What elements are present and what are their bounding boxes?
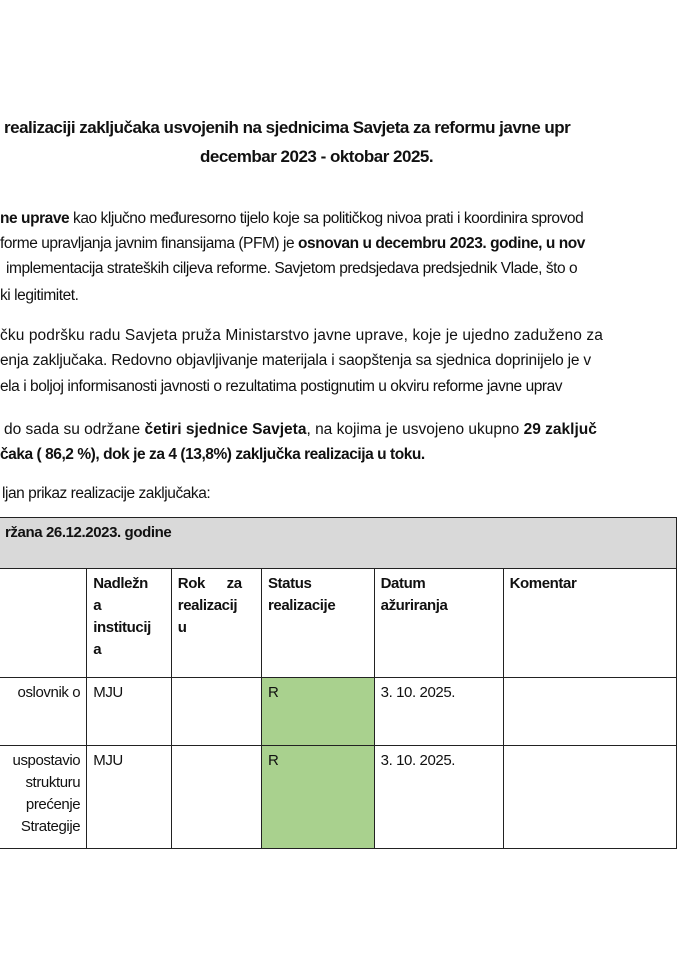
col-header-deadline: Rok za realizacij u xyxy=(170,568,262,678)
text: Status xyxy=(267,575,312,592)
bold-text: ne uprave xyxy=(0,210,70,227)
text: ažuriranja xyxy=(380,597,448,614)
col-header-institution: Nadležn a institucij a xyxy=(86,568,172,678)
bold-text: osnovan u decembru 2023. godine, u nov xyxy=(298,235,585,252)
text: institucij xyxy=(93,619,151,636)
date-cell: 3. 10. 2025. xyxy=(373,745,504,849)
conclusion-cell: oslovnik o xyxy=(0,677,88,746)
text: Rok za xyxy=(177,575,242,592)
text: a xyxy=(93,641,102,658)
text: Nadležn xyxy=(93,575,148,592)
table-row: uspostavio strukturu prećenje Strategije… xyxy=(0,745,678,849)
bold-text: čaka ( 86,2 %), dok je za 4 (13,8%) zakl… xyxy=(0,446,425,463)
paragraph4: ljan prikaz realizacije zaključaka: xyxy=(2,485,211,502)
text: Strategije xyxy=(20,818,81,835)
paragraph2-line3: ela i boljoj informisanosti javnosti o r… xyxy=(0,378,563,395)
col-header-comment: Komentar xyxy=(502,568,678,678)
document-title-line1: realizaciji zaključaka usvojenih na sjed… xyxy=(4,118,571,137)
text: a xyxy=(93,597,102,614)
paragraph1-line1: ne uprave kao ključno međuresorno tijelo… xyxy=(0,210,584,228)
table-row: oslovnik o MJU R 3. 10. 2025. xyxy=(0,677,678,746)
col-header-conclusion xyxy=(0,568,88,678)
comment-cell xyxy=(502,677,678,746)
institution-cell: MJU xyxy=(86,677,172,746)
text: forme upravljanja javnim finansijama (PF… xyxy=(0,235,299,252)
deadline-cell xyxy=(170,745,262,849)
col-header-status: Status realizacije xyxy=(260,568,375,678)
text: prećenje xyxy=(25,796,81,813)
text: Komentar xyxy=(509,575,577,592)
paragraph2-line1: čku podršku radu Savjeta pruža Ministars… xyxy=(0,327,603,344)
document-title-line2: decembar 2023 - oktobar 2025. xyxy=(200,147,434,166)
paragraph1-line3: implementacija strateških ciljeva reform… xyxy=(6,260,578,277)
session-header: ržana 26.12.2023. godine xyxy=(0,517,677,569)
institution-cell: MJU xyxy=(86,745,172,849)
col-header-date: Datum ažuriranja xyxy=(373,568,504,678)
bold-text: četiri sjednice Savjeta xyxy=(144,421,307,438)
text: u xyxy=(177,619,187,636)
bold-text: 29 zaključ xyxy=(523,421,597,438)
text: do sada su održane xyxy=(4,421,145,438)
text: kao ključno međuresorno tijelo koje sa p… xyxy=(69,210,584,227)
text: Datum xyxy=(380,575,426,592)
deadline-cell xyxy=(170,677,262,746)
paragraph1-line2: forme upravljanja javnim finansijama (PF… xyxy=(0,235,585,253)
comment-cell xyxy=(502,745,678,849)
status-cell: R xyxy=(260,677,375,746)
text: oslovnik o xyxy=(17,684,81,701)
text: realizacije xyxy=(267,597,336,614)
text: , na kojima je usvojeno ukupno xyxy=(306,421,524,438)
conclusions-table: ržana 26.12.2023. godine Nadležn a insti… xyxy=(0,517,678,849)
date-cell: 3. 10. 2025. xyxy=(373,677,504,746)
text: strukturu xyxy=(25,774,81,791)
paragraph1-line4: ki legitimitet. xyxy=(0,287,79,304)
conclusion-cell: uspostavio strukturu prećenje Strategije xyxy=(0,745,88,849)
status-cell: R xyxy=(260,745,375,849)
paragraph2-line2: enja zaključaka. Redovno objavljivanje m… xyxy=(0,352,591,369)
paragraph3-line1: do sada su održane četiri sjednice Savje… xyxy=(4,421,597,439)
text: realizacij xyxy=(177,597,238,614)
text: uspostavio xyxy=(12,752,81,769)
paragraph3-line2: čaka ( 86,2 %), dok je za 4 (13,8%) zakl… xyxy=(0,446,425,464)
